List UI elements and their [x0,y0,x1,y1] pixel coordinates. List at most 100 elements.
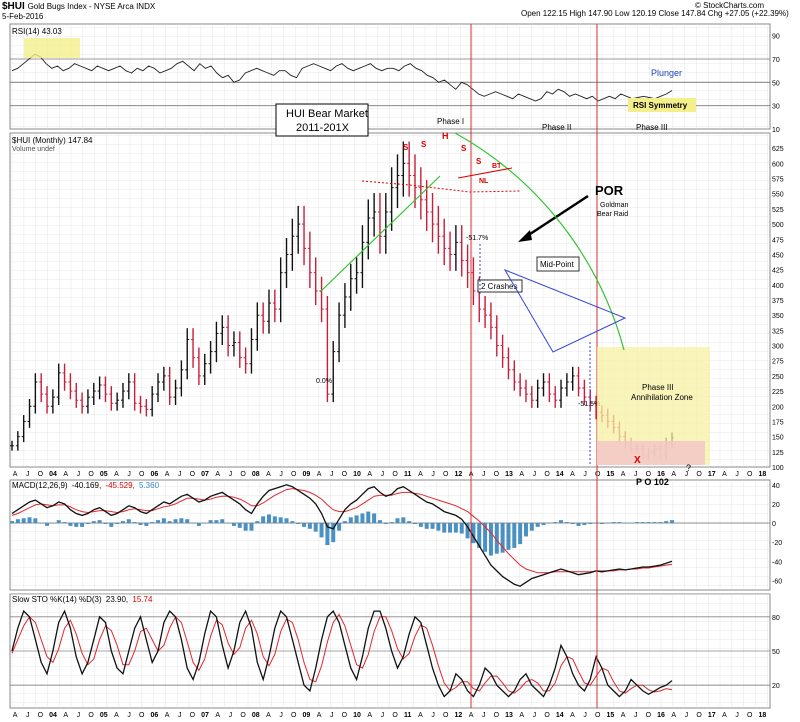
price-x-tick: 18 [759,471,767,478]
sto-x-tick: O [139,712,145,719]
macd-histogram-bar [85,523,90,524]
price-x-tick: J [26,471,30,478]
macd-histogram-bar [488,523,493,556]
price-x-tick: O [88,471,94,478]
price-x-tick: O [595,471,601,478]
macd-histogram-bar [144,523,149,526]
plunger-label: Plunger [651,68,682,78]
macd-histogram-bar [10,521,14,524]
macd-signal-line [11,488,673,574]
price-x-tick: 13 [505,471,513,478]
price-x-tick: J [735,471,739,478]
price-x-tick: 09 [303,471,311,478]
goldman-label: Goldman [600,202,629,209]
shoulder-label-4: S [476,157,482,166]
rsi-tick-10: 10 [772,127,780,134]
macd-tick-0: 0 [772,521,776,528]
macd-histogram-bar [132,522,137,524]
bottom-zone-box [597,441,705,465]
sto-x-tick: O [392,712,398,719]
sto-x-tick: J [178,712,182,719]
macd-histogram-bar [389,522,394,524]
price-x-tick: 04 [49,471,57,478]
price-x-tick: J [533,471,537,478]
sto-x-tick: 07 [201,712,209,719]
price-x-tick: 12 [455,471,463,478]
price-x-tick: 16 [657,471,665,478]
neckline-dashed [361,180,521,193]
sto-label-k: 23.90, [106,595,128,604]
macd-label-v3: 5.360 [139,481,160,490]
macd-histogram-bar [623,523,628,524]
pct-drop-label-2: -51.5% [578,401,600,408]
macd-histogram-bar [156,520,161,524]
rsi-plunger-box [24,38,80,58]
price-label: $HUI (Monthly) 147.84 [12,136,93,145]
macd-histogram-bar [109,523,114,527]
price-x-tick: A [114,471,119,478]
macd-histogram-bar [220,519,225,524]
price-x-tick: J [685,471,689,478]
sto-x-tick: J [279,712,283,719]
title-box [275,103,369,137]
macd-histogram-bar [337,523,342,531]
price-x-tick: J [330,471,334,478]
price-x-tick: 17 [708,471,716,478]
sto-x-tick: A [722,712,727,719]
bear-raid-label: Bear Raid [597,211,628,218]
price-x-tick: J [634,471,638,478]
sto-label: Slow STO %K(14) %D(3) 23.90, 15.74 [12,595,153,604]
macd-histogram-bar [506,523,511,550]
price-tick-450: 450 [772,252,784,259]
macd-histogram-bar [471,523,476,544]
macd-histogram-bar [377,520,382,524]
sto-tick-20: 20 [772,683,780,690]
macd-histogram-bar [50,523,55,524]
macd-histogram-bar [290,521,295,524]
sto-x-tick: J [26,712,30,719]
midpoint-box [536,256,580,272]
x-marker: X [634,455,641,466]
price-x-tick: J [279,471,283,478]
macd-tick-20: 20 [772,502,780,509]
macd-histogram-bar [80,523,85,527]
macd-histogram-bar [21,518,26,524]
macd-histogram-bar [529,523,534,531]
price-x-tick: O [139,471,145,478]
macd-histogram-bar [45,523,50,526]
triangle-pattern [503,268,627,353]
sto-x-tick: A [519,712,524,719]
macd-histogram-bar [664,521,669,524]
sto-x-tick: 11 [404,712,412,719]
sto-x-tick: 09 [303,712,311,719]
sto-label-main: Slow STO %K(14) %D(3) [12,595,102,604]
price-x-tick: A [266,471,271,478]
sto-x-tick: 16 [657,712,665,719]
sto-x-tick: O [544,712,550,719]
macd-histogram-bar [383,523,388,524]
macd-histogram-bar [74,523,79,527]
macd-histogram-bar [325,523,330,546]
price-x-tick: J [431,471,435,478]
midpoint-label: Mid-Point [540,260,575,269]
sto-x-tick: J [77,712,81,719]
sto-d-line [11,613,673,694]
macd-histogram-bar [465,523,470,539]
price-tick-100: 100 [772,465,784,472]
macd-histogram-bar [576,523,581,526]
macd-histogram-bar [249,523,254,531]
price-tick-425: 425 [772,268,784,275]
phase-iii-label: Phase III [636,123,668,132]
sto-x-tick: A [469,712,474,719]
macd-histogram-bar [535,523,540,527]
price-tick-525: 525 [772,207,784,214]
price-x-tick: J [178,471,182,478]
macd-histogram-bar [547,523,552,524]
pct-drop-label-1: -51.7% [466,235,488,242]
sto-x-tick: 17 [708,712,716,719]
price-x-tick: O [544,471,550,478]
sto-x-tick: J [583,712,587,719]
rsi-tick-50: 50 [772,80,780,87]
macd-histogram-bar [354,515,359,524]
